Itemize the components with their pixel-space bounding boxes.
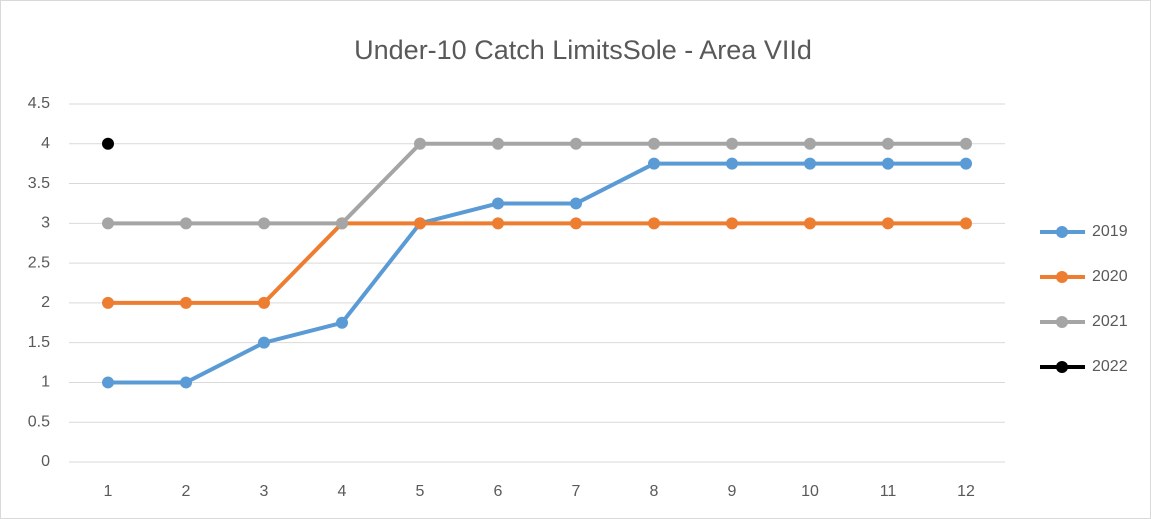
data-point: [804, 137, 816, 150]
data-point: [336, 316, 348, 329]
y-tick-label: 1.5: [28, 334, 50, 351]
legend-marker: [1056, 316, 1068, 328]
data-point: [648, 157, 660, 170]
data-point: [726, 137, 738, 150]
data-point: [882, 157, 894, 170]
y-tick-label: 2.5: [28, 254, 50, 271]
data-point: [726, 157, 738, 170]
x-tick-label: 8: [650, 483, 659, 500]
legend-label: 2022: [1092, 358, 1128, 375]
legend-marker: [1056, 271, 1068, 283]
data-point: [804, 217, 816, 230]
x-tick-label: 9: [728, 483, 737, 500]
data-point: [258, 217, 270, 230]
legend-label: 2021: [1092, 313, 1128, 330]
data-point: [882, 137, 894, 150]
y-tick-label: 1: [41, 374, 50, 391]
chart-title: Under-10 Catch LimitsSole - Area VIId: [354, 35, 812, 65]
y-tick-label: 4.5: [28, 95, 50, 112]
y-tick-label: 4: [41, 135, 50, 152]
x-tick-label: 11: [880, 483, 897, 500]
y-tick-label: 2: [41, 294, 50, 311]
data-point: [960, 137, 972, 150]
legend-marker: [1056, 226, 1068, 238]
y-tick-label: 0: [41, 453, 50, 470]
data-point: [102, 296, 114, 309]
x-tick-label: 6: [494, 483, 503, 500]
x-tick-label: 3: [260, 483, 269, 500]
data-point: [180, 376, 192, 389]
data-point: [726, 217, 738, 230]
data-point: [258, 336, 270, 349]
x-tick-label: 7: [572, 483, 581, 500]
data-point: [258, 296, 270, 309]
series-line: [108, 221, 966, 305]
x-tick-label: 2: [182, 483, 191, 500]
data-point: [102, 137, 114, 150]
legend-label: 2019: [1092, 223, 1128, 240]
data-point: [804, 157, 816, 170]
data-point: [180, 296, 192, 309]
y-tick-label: 3.5: [28, 175, 50, 192]
data-point: [960, 157, 972, 170]
legend-label: 2020: [1092, 268, 1128, 285]
x-tick-label: 10: [801, 483, 819, 500]
data-point: [102, 217, 114, 230]
data-point: [492, 197, 504, 210]
x-tick-label: 1: [104, 483, 113, 500]
x-tick-label: 12: [957, 483, 975, 500]
data-point: [960, 217, 972, 230]
data-point: [102, 376, 114, 389]
data-point: [180, 217, 192, 230]
y-tick-label: 3: [41, 215, 50, 232]
y-tick-label: 0.5: [28, 413, 50, 430]
series-line: [108, 141, 966, 226]
data-point: [570, 197, 582, 210]
series-line: [108, 161, 966, 385]
data-point: [414, 217, 426, 230]
x-tick-label: 4: [338, 483, 347, 500]
data-point: [414, 137, 426, 150]
data-point: [570, 137, 582, 150]
data-point: [336, 217, 348, 230]
legend-marker: [1056, 361, 1068, 373]
data-point: [492, 137, 504, 150]
x-tick-label: 5: [416, 483, 425, 500]
data-point: [570, 217, 582, 230]
data-point: [648, 217, 660, 230]
data-point: [492, 217, 504, 230]
data-point: [648, 137, 660, 150]
data-point: [882, 217, 894, 230]
